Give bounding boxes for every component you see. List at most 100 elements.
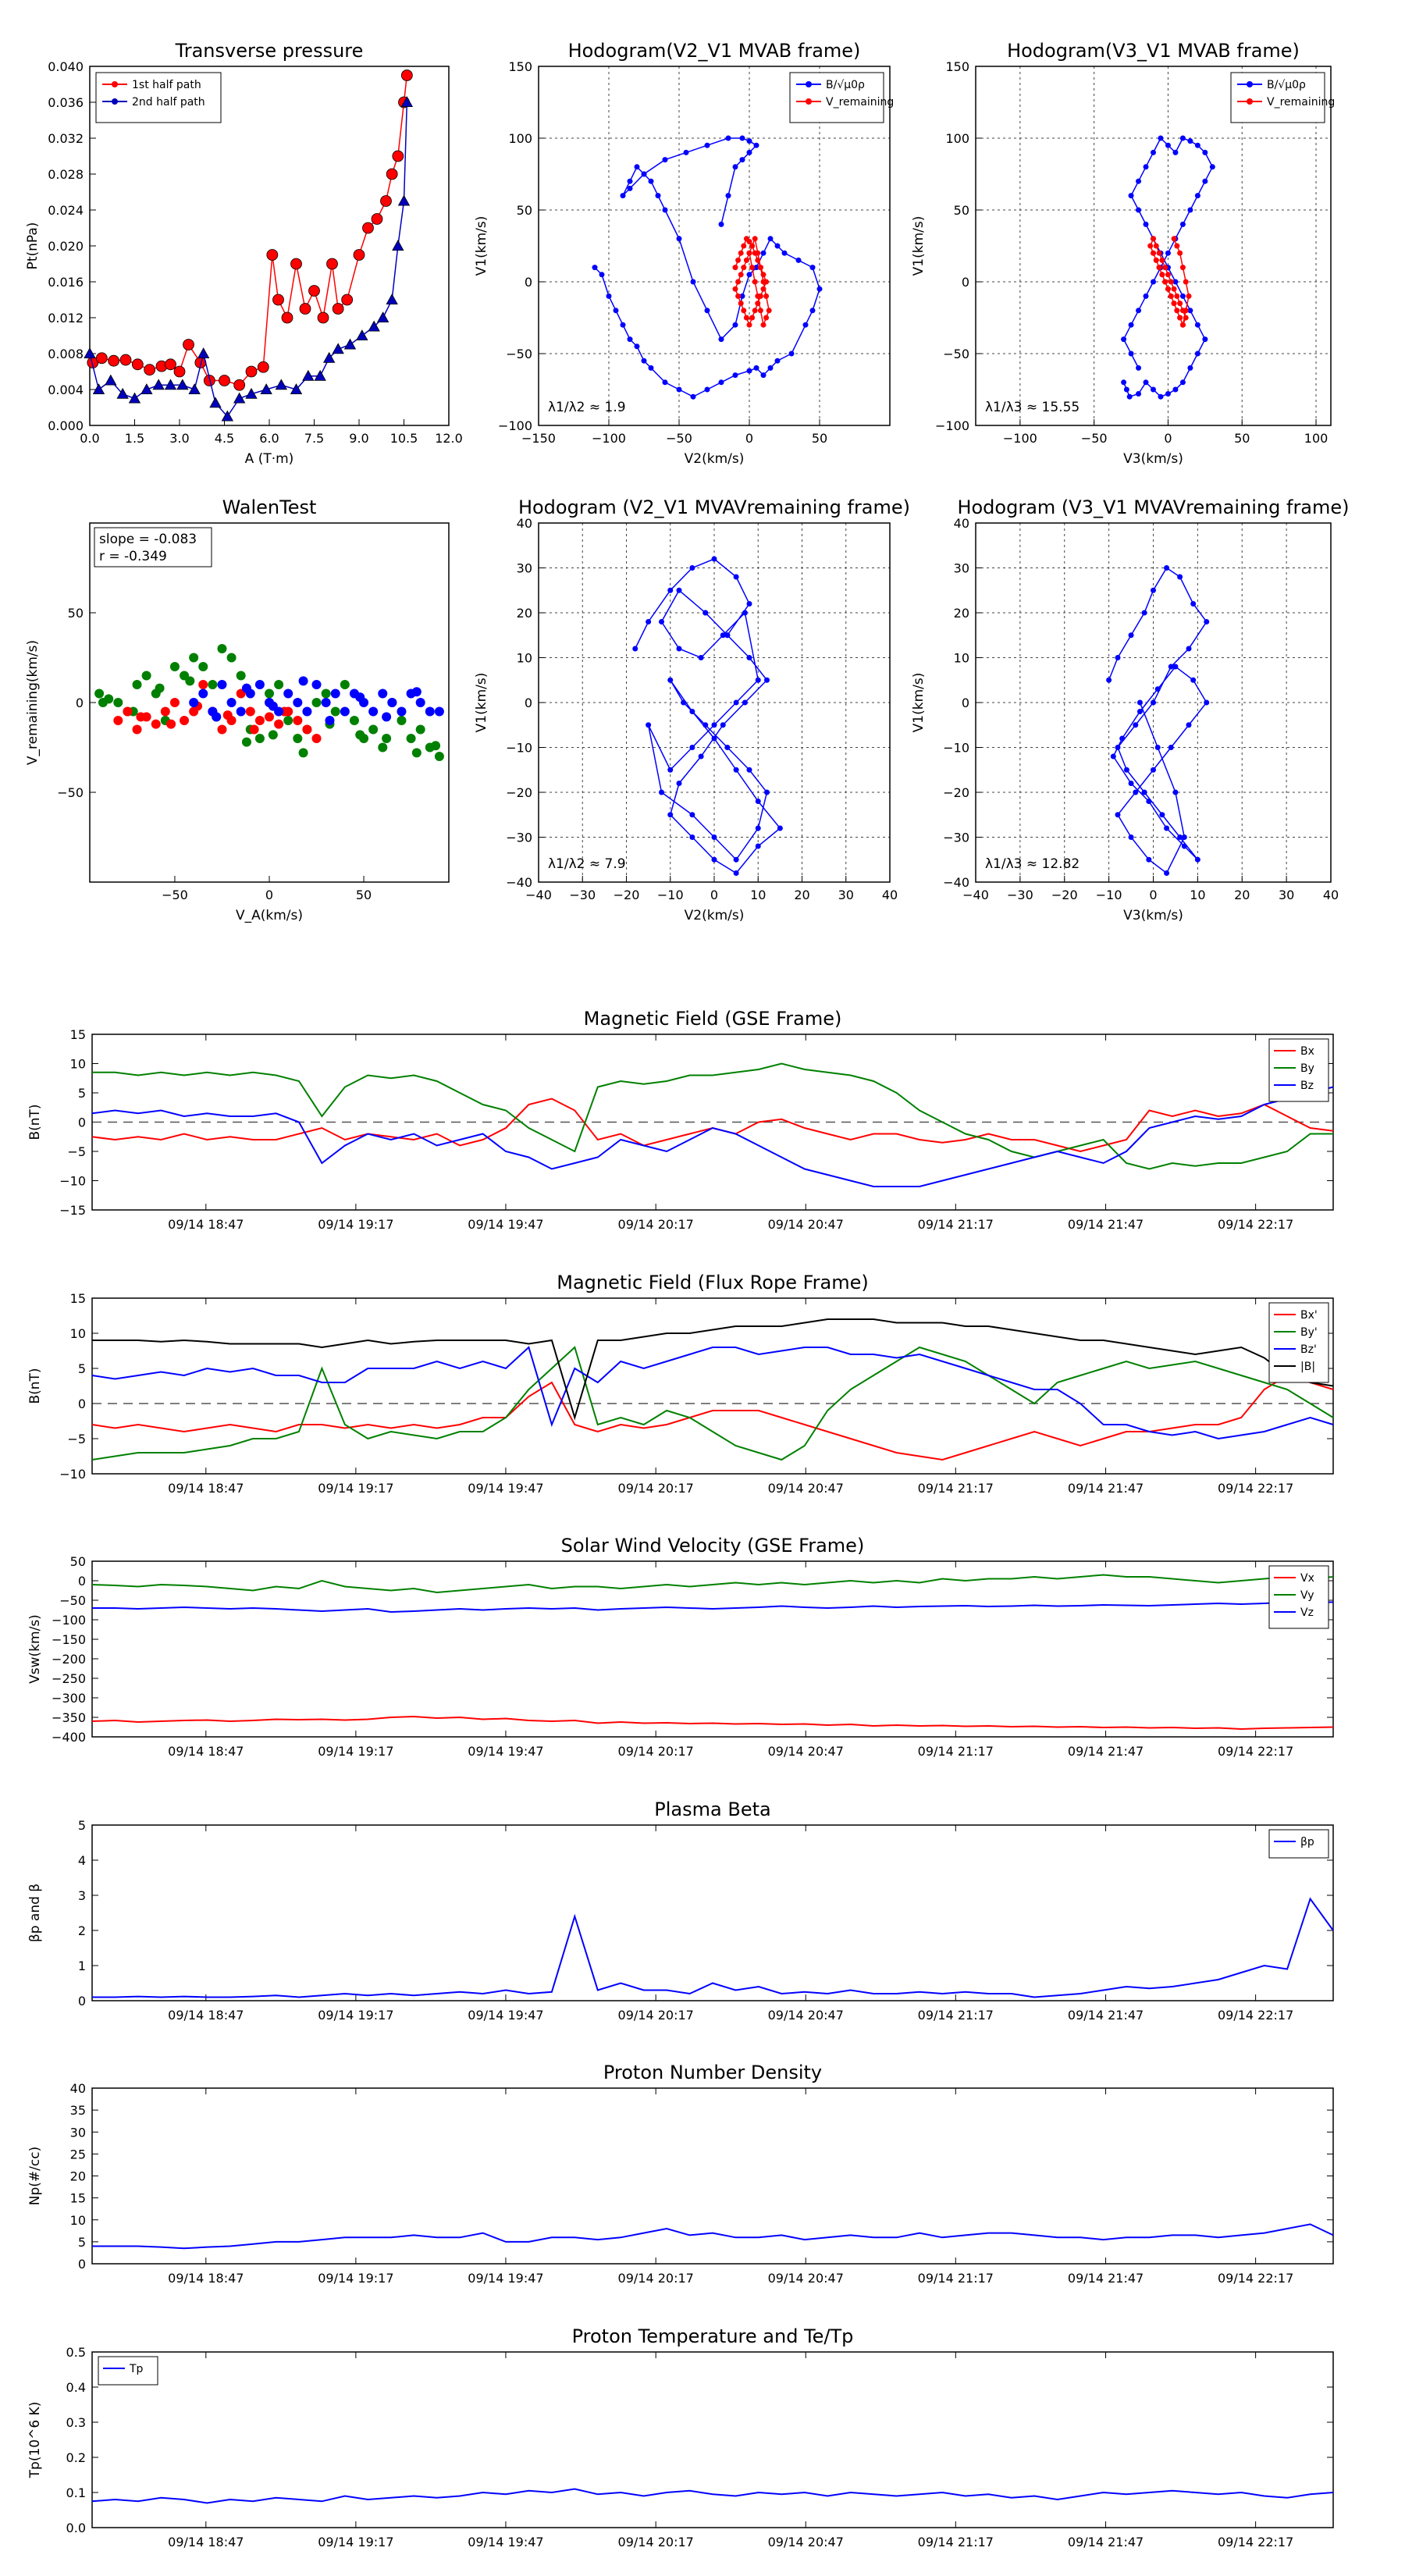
data-point [1110,753,1116,760]
data-point [711,834,717,840]
series-line-Bx [91,1098,1334,1153]
series-B/√μ0ρ [1121,135,1215,400]
data-point [189,698,199,707]
data-point [1168,279,1174,285]
x-tick-label: 09/14 22:17 [1218,1744,1293,1759]
data-point [755,677,761,683]
data-point [128,392,141,404]
x-tick-label: 4.5 [215,431,234,446]
data-point [406,734,416,743]
data-point [627,185,633,191]
data-point [1172,386,1179,393]
data-point [241,683,251,693]
y-tick-label: −250 [52,1671,86,1686]
y-tick-label: −10 [506,741,532,756]
data-point [1128,193,1134,199]
x-tick-label: 09/14 19:17 [318,2535,393,2549]
data-point [676,646,682,652]
chart-title: Solar Wind Velocity (GSE Frame) [561,1535,865,1557]
series-line [594,137,820,398]
data-point [1187,308,1193,314]
data-point [397,716,407,725]
y-tick-label: 30 [517,561,532,576]
data-point [298,748,308,758]
y-tick-label: 100 [508,131,532,146]
data-point [774,358,781,364]
data-point [648,178,654,184]
data-point [753,365,759,371]
y-tick-label: 20 [954,606,969,621]
data-point [764,789,770,795]
data-point [1151,149,1156,155]
chart-proton_density: 0 5 10 15 20 25 30 35 40 09/14 18:47 09/14 19:17 09… [27,2062,1334,2286]
data-point [725,193,731,199]
data-point [738,272,744,278]
y-tick-label: 0.3 [66,2415,86,2430]
data-point [746,250,752,256]
data-point [176,379,189,390]
data-point [245,706,255,717]
data-point [760,250,767,256]
x-tick-label: 50 [1234,431,1250,446]
data-point [689,834,695,840]
data-point [233,392,246,404]
data-point [741,308,747,314]
data-point [1156,250,1162,256]
y-axis-label: V_remaining(km/s) [25,640,41,765]
chart-title: Plasma Beta [654,1799,770,1820]
data-point [1177,574,1183,580]
y-tick-label: 3 [78,1888,86,1903]
data-point [268,701,278,711]
data-point [340,680,350,689]
data-point [1186,646,1192,652]
data-point [733,699,739,706]
data-point [400,69,413,81]
data-point [299,303,311,315]
data-point [266,249,279,261]
plot-frame [89,522,450,883]
data-point [704,386,710,393]
data-point [746,767,752,773]
data-point [311,698,322,707]
data-point [690,393,696,400]
y-tick-label: 0.004 [48,382,84,397]
data-point [1186,722,1192,728]
data-point [755,257,761,263]
data-point [371,213,383,225]
data-point [1179,379,1186,386]
data-point [151,719,161,729]
ratio-annotation: λ1/λ2 ≈ 7.9 [548,856,626,872]
data-point [720,632,726,639]
x-tick-label: 12.0 [435,431,463,446]
x-tick-label: 09/14 19:47 [468,2535,543,2549]
data-point [1143,221,1149,227]
data-point [1171,286,1177,292]
y-axis-label: Vsw(km/s) [27,1614,43,1684]
legend-label: By' [1300,1326,1318,1339]
data-point [733,870,739,876]
legend-marker [1247,98,1253,105]
y-tick-label: 40 [70,2081,86,2096]
data-point [698,655,704,660]
data-point [322,351,336,363]
y-tick-label: −50 [943,347,969,361]
data-point [1162,265,1168,271]
data-point [434,706,444,717]
data-point [733,574,739,580]
legend-box [98,2356,158,2386]
data-point [254,680,265,689]
y-tick-label: 15 [70,1027,86,1042]
chart-mag_fluxrope: −10 −5 0 5 10 15 09/14 18:47 09/14 19:17 09/14 1… [27,1272,1334,1496]
y-tick-label: 10 [70,1057,86,1072]
y-axis-label: V1(km/s) [911,216,927,276]
data-point [98,698,108,707]
data-point [113,716,123,725]
y-tick-label: 0.1 [66,2485,86,2500]
x-axis-label: A (T·m) [245,451,294,467]
x-tick-label: 20 [1234,888,1250,902]
series-line-Bz' [91,1346,1334,1440]
data-point [411,687,422,697]
data-point [198,662,208,671]
x-tick-label: 09/14 21:47 [1068,2535,1144,2549]
data-point [752,308,758,314]
